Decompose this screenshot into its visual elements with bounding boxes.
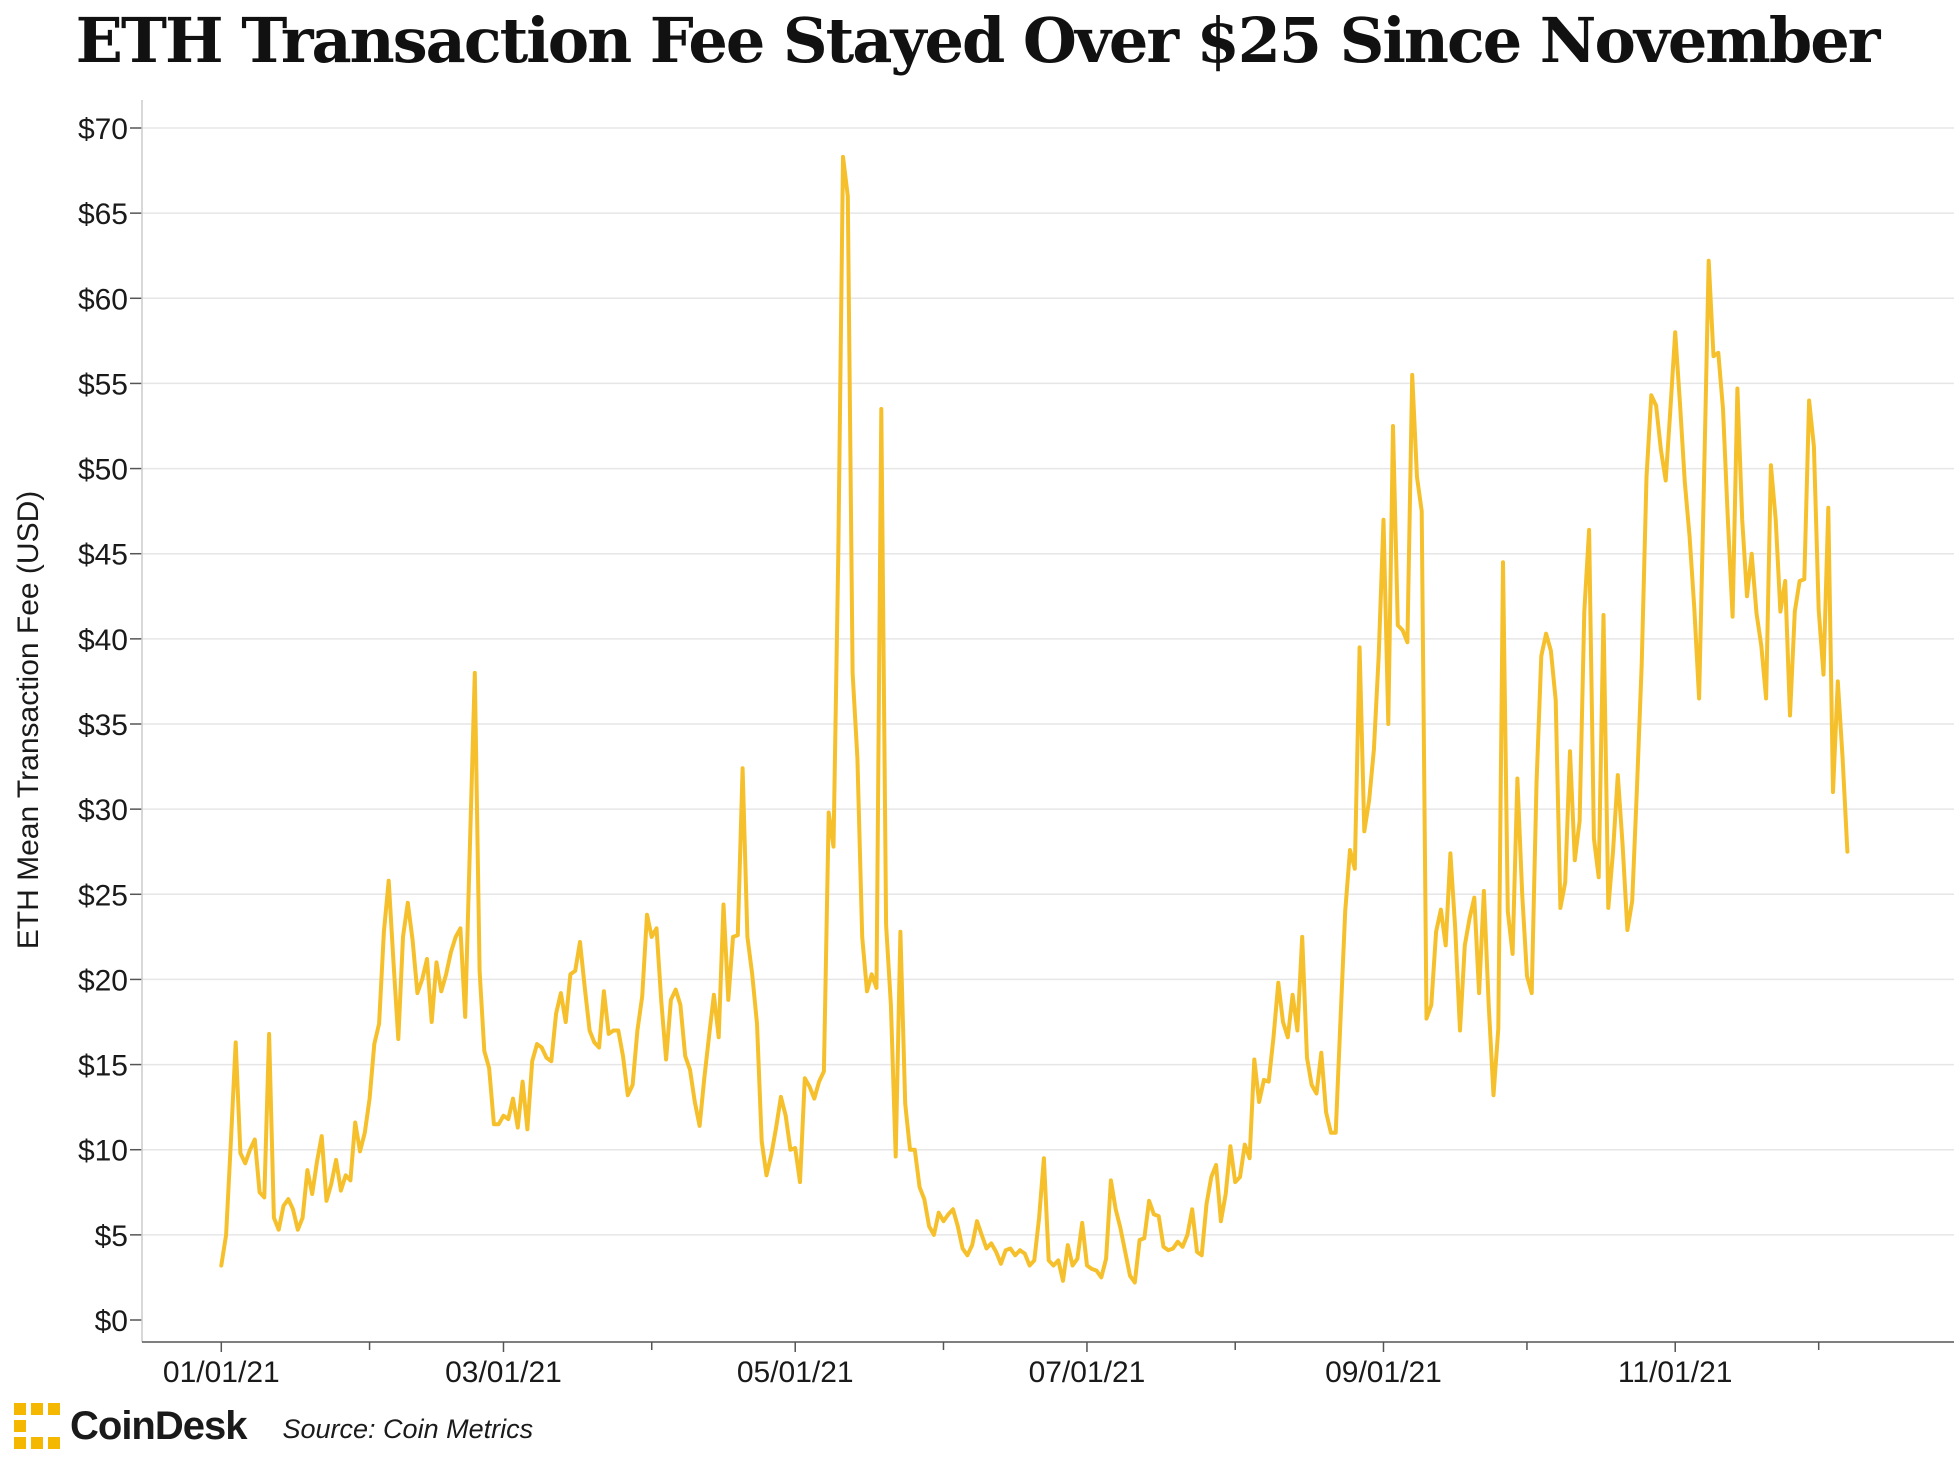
brand-name: CoinDesk: [70, 1403, 247, 1448]
y-tick-label: $30: [78, 794, 128, 827]
y-tick-label: $20: [78, 964, 128, 997]
x-tick-label: 03/01/21: [445, 1356, 562, 1389]
x-tick-label: 05/01/21: [737, 1356, 854, 1389]
y-tick-label: $35: [78, 709, 128, 742]
y-tick-label: $25: [78, 879, 128, 912]
gridlines: [142, 127, 1954, 1236]
source-note: Source: Coin Metrics: [282, 1413, 534, 1444]
coindesk-logo-icon: [14, 1403, 60, 1449]
y-tick-label: $60: [78, 283, 128, 316]
y-tick-label: $5: [95, 1220, 128, 1253]
y-axis-title: ETH Mean Transaction Fee (USD): [12, 491, 45, 949]
series-layer: [219, 154, 1850, 1285]
y-tick-label: $10: [78, 1135, 128, 1168]
series-line: [219, 154, 1850, 1285]
y-tick-label: $45: [78, 539, 128, 572]
x-tick-label: 07/01/21: [1029, 1356, 1146, 1389]
y-tick-label: $70: [78, 113, 128, 146]
y-tick-label: $65: [78, 198, 128, 231]
y-tick-label: $0: [95, 1305, 128, 1338]
x-tick-label: 01/01/21: [163, 1356, 280, 1389]
y-tick-label: $50: [78, 454, 128, 487]
x-tick-label: 11/01/21: [1618, 1356, 1733, 1389]
x-tick-label: 09/01/21: [1325, 1356, 1442, 1389]
y-tick-label: $15: [78, 1050, 128, 1083]
axes: $0 $5 $10 $15 $20 $25 $30 $35 $40 $45 $50 $55 $60 $65…: [12, 100, 1954, 1389]
chart-title: ETH Transaction Fee Stayed Over $25 Sinc…: [75, 4, 1881, 77]
footer: CoinDesk Source: Coin Metrics: [14, 1398, 533, 1454]
y-tick-label: $40: [78, 624, 128, 657]
y-tick-label: $55: [78, 368, 128, 401]
